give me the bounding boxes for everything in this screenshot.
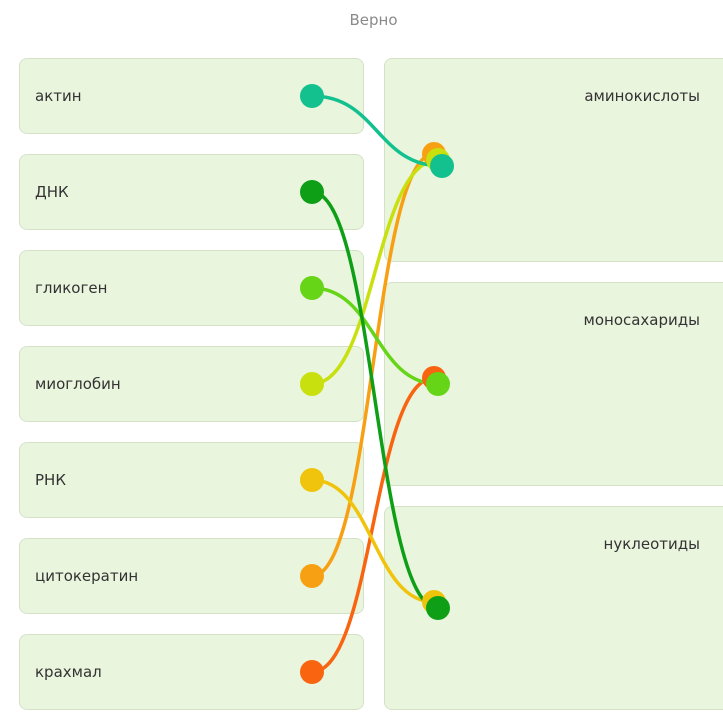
right-item-label: моносахариды [583,311,700,329]
left-item-4[interactable]: РНК [19,442,364,518]
left-item-2[interactable]: гликоген [19,250,364,326]
right-item-1[interactable]: моносахариды [384,282,723,486]
left-item-label: миоглобин [35,375,121,393]
left-item-0[interactable]: актин [19,58,364,134]
left-item-label: цитокератин [35,567,139,585]
left-item-6[interactable]: крахмал [19,634,364,710]
left-item-label: ДНК [35,183,69,201]
left-item-5[interactable]: цитокератин [19,538,364,614]
left-item-label: гликоген [35,279,108,297]
left-item-label: актин [35,87,82,105]
left-item-3[interactable]: миоглобин [19,346,364,422]
left-item-label: РНК [35,471,66,489]
right-item-label: нуклеотиды [603,535,700,553]
right-item-0[interactable]: аминокислоты [384,58,723,262]
left-item-label: крахмал [35,663,102,681]
left-item-1[interactable]: ДНК [19,154,364,230]
result-status: Верно [349,11,398,29]
right-item-label: аминокислоты [584,87,700,105]
right-item-2[interactable]: нуклеотиды [384,506,723,710]
